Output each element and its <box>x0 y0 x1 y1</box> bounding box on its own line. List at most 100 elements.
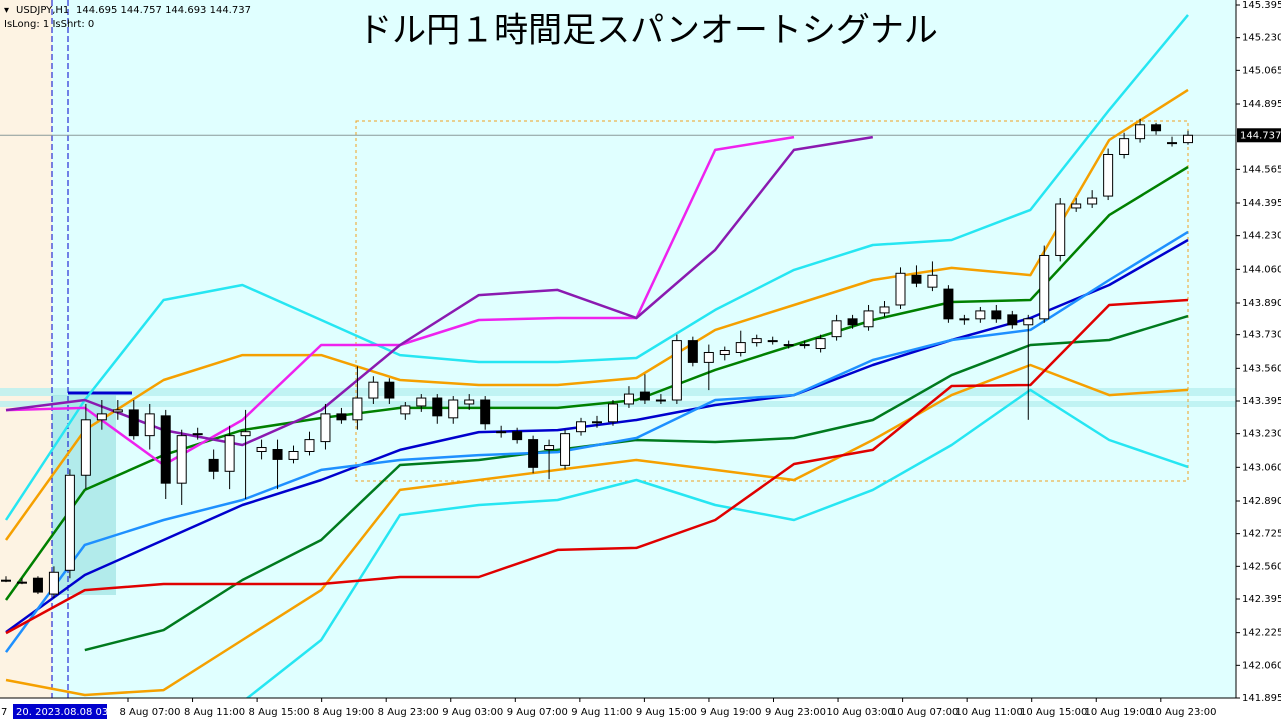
candle-body <box>687 340 698 363</box>
candle-body <box>991 310 1002 320</box>
candle-body <box>607 403 618 423</box>
x-tick-label: 9 Aug 15:00 <box>636 707 697 718</box>
candle-body <box>671 340 682 401</box>
candle-body <box>160 415 171 484</box>
candle-body <box>655 399 666 402</box>
candle-body <box>336 413 347 421</box>
candle-body <box>48 571 59 595</box>
plot-background <box>0 0 1236 698</box>
y-tick-label: 142.060 <box>1242 660 1281 671</box>
symbol-marker: ▾ <box>4 5 9 16</box>
candle-body <box>863 310 874 328</box>
x-tick-label: 9 Aug 19:00 <box>700 707 761 718</box>
x-tick-label: 10 Aug 11:00 <box>955 707 1022 718</box>
candle-body <box>911 274 922 284</box>
candle-body <box>1055 203 1066 256</box>
level-band <box>0 388 1236 396</box>
candle-body <box>112 409 123 413</box>
symbol: USDJPY,H1 <box>16 5 69 16</box>
candle-body <box>1087 197 1098 205</box>
candle-body <box>1135 124 1146 140</box>
candle-body <box>1039 254 1050 320</box>
candle-body <box>1151 124 1162 132</box>
x-tick-label: 9 Aug 03:00 <box>442 707 503 718</box>
candle-body <box>1183 134 1193 144</box>
candle-body <box>496 431 507 434</box>
y-tick-label: 142.560 <box>1242 561 1281 572</box>
indicator-line <box>4 230 1189 653</box>
x-tick-label: 8 Aug 11:00 <box>184 707 245 718</box>
indicator-line <box>245 388 1189 698</box>
x-tick-label: 9 Aug 11:00 <box>571 707 632 718</box>
candle-body <box>176 435 187 484</box>
candle-body <box>464 399 475 405</box>
x-tick-label: 10 Aug 07:00 <box>891 707 958 718</box>
y-tick-label: 141.895 <box>1242 693 1281 704</box>
price-axis <box>1236 0 1281 726</box>
candle-body <box>1119 138 1130 155</box>
chart-title: ドル円１時間足スパンオートシグナル <box>358 11 938 51</box>
candle-body <box>895 272 906 306</box>
candle-body <box>256 447 267 452</box>
candle-body <box>480 399 491 425</box>
candle-body <box>528 439 539 468</box>
candle-body <box>975 310 986 320</box>
candle-body <box>735 342 746 353</box>
last-price-label: 144.737 <box>1240 130 1281 141</box>
candle-body <box>384 381 395 399</box>
time-axis <box>0 698 1236 726</box>
y-tick-label: 142.890 <box>1242 496 1281 507</box>
x-tick-label: 10 Aug 03:00 <box>826 707 893 718</box>
x-tick-label: 10 Aug 23:00 <box>1149 707 1216 718</box>
candle-body <box>831 320 842 338</box>
candle-body <box>815 338 826 350</box>
crosshair-time-box <box>13 704 107 719</box>
indicator-line <box>5 363 1189 697</box>
candle-body <box>224 435 235 472</box>
candle-body <box>240 431 251 437</box>
candle-body <box>847 318 858 326</box>
candle-body <box>1071 203 1082 209</box>
x-tick-label: 8 Aug 15:00 <box>249 707 310 718</box>
candle-body <box>32 577 43 593</box>
candle-body <box>144 413 155 437</box>
candle-body <box>1103 153 1114 197</box>
candle-body <box>208 458 219 472</box>
last-price-box <box>1237 128 1281 143</box>
candle-body <box>703 351 714 363</box>
candle-body <box>927 274 938 288</box>
y-tick-label: 145.065 <box>1242 65 1281 76</box>
y-tick-label: 143.730 <box>1242 330 1281 341</box>
candle-body <box>416 397 427 407</box>
candle-body <box>320 413 331 443</box>
y-tick-label: 144.230 <box>1242 231 1281 242</box>
candle-body <box>544 445 555 451</box>
candle-body <box>288 450 299 460</box>
candle-body <box>352 397 363 421</box>
y-tick-label: 144.565 <box>1242 164 1281 175</box>
x-tick-label: 10 Aug 15:00 <box>1020 707 1087 718</box>
candle-body <box>96 413 107 421</box>
ohlc-text: 144.695 144.757 144.693 144.737 <box>76 5 251 16</box>
x-tick-label: 9 Aug 07:00 <box>507 707 568 718</box>
x-tick-label: 7 <box>1 707 7 718</box>
y-tick-label: 142.225 <box>1242 628 1281 639</box>
y-tick-label: 144.395 <box>1242 198 1281 209</box>
x-tick-label: 9 Aug 23:00 <box>765 707 826 718</box>
candle-body <box>448 399 459 419</box>
candle-body <box>128 409 139 437</box>
candle-body <box>432 397 443 417</box>
status-text: IsLong: 1 IsShrt: 0 <box>4 19 94 30</box>
x-tick-label: 8 Aug 07:00 <box>119 707 180 718</box>
candles <box>1 118 1193 599</box>
candle-body <box>592 421 602 424</box>
candle-body <box>16 581 27 584</box>
candle-body <box>943 288 954 320</box>
x-tick-label: 8 Aug 23:00 <box>378 707 439 718</box>
candle-body <box>751 338 762 344</box>
level-band <box>0 401 1236 407</box>
candle-body <box>719 350 730 355</box>
candle-body <box>1167 142 1178 145</box>
